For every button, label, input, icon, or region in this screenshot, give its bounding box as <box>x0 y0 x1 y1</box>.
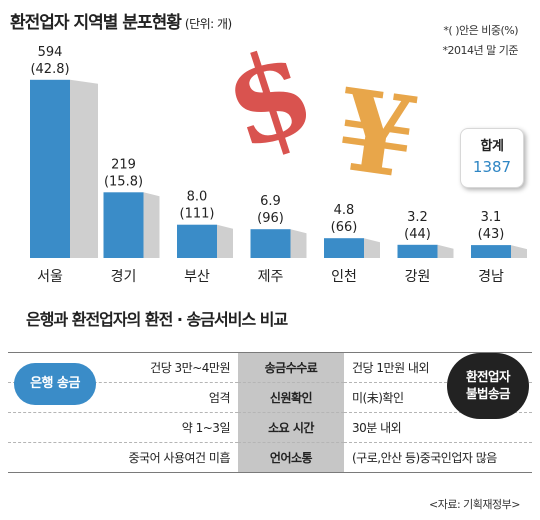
note-ratio: *( )안은 비중(%) <box>443 24 518 37</box>
item-cell: 소요 시간 <box>238 412 344 443</box>
bar-shadows <box>70 79 527 258</box>
unit-label: (단위: 개) <box>184 17 232 31</box>
paren-label: (66) <box>331 220 358 235</box>
bar-부산 <box>177 224 217 258</box>
total-label: 합계 <box>480 139 504 154</box>
item-cell: 송금수수료 <box>238 352 344 383</box>
bar-shadow <box>511 245 527 258</box>
note-date: *2014년 말 기준 <box>442 44 519 57</box>
paren-label: (15.8) <box>104 174 143 189</box>
exchanger-cell: (구로,안산 등)중국인업자 많음 <box>344 442 532 473</box>
table-row: 약 1~3일 소요 시간 30분 내외 <box>8 412 532 443</box>
bank-transfer-badge: 은행 송금 <box>14 363 96 405</box>
category-label: 제주 <box>258 269 284 285</box>
bar-제주 <box>250 229 291 258</box>
bar-shadow <box>143 192 160 258</box>
category-label: 강원 <box>405 269 431 285</box>
bank-cell: 약 1~3일 <box>8 412 238 443</box>
category-label: 경남 <box>478 269 504 285</box>
bars <box>30 79 511 258</box>
category-label: 경기 <box>111 269 137 285</box>
item-cell: 신원확인 <box>238 382 344 413</box>
value-label: 3.2 <box>407 210 428 225</box>
total-value: 1387 <box>472 158 512 176</box>
dollar-sign-icon: $ <box>208 19 329 177</box>
paren-label: (111) <box>180 207 215 222</box>
paren-label: (44) <box>404 227 431 242</box>
category-label: 서울 <box>37 269 63 285</box>
comparison-table: 건당 3만~4만원 송금수수료 건당 1만원 내외 엄격 신원확인 미(未)확인… <box>8 352 532 473</box>
bar-경기 <box>103 192 144 258</box>
illegal-badge-line2: 불법송금 <box>465 386 511 401</box>
bar-shadow <box>290 229 307 258</box>
illegal-badge-line1: 환전업자 <box>465 369 511 384</box>
bar-shadow <box>364 238 380 258</box>
paren-label: (96) <box>257 211 284 226</box>
bar-강원 <box>397 244 438 258</box>
paren-label: (42.8) <box>30 62 69 77</box>
comparison-title: 은행과 환전업자의 환전 · 송금서비스 비교 <box>26 310 288 329</box>
bar-shadow <box>217 224 233 258</box>
bar-shadow <box>437 244 454 258</box>
value-label: 6.9 <box>260 194 281 209</box>
bar-서울 <box>30 79 70 258</box>
value-label: 4.8 <box>334 203 355 218</box>
bar-경남 <box>471 245 511 258</box>
value-label: 8.0 <box>187 190 208 205</box>
illegal-transfer-badge: 환전업자 불법송금 <box>447 353 529 419</box>
category-label: 인천 <box>331 269 357 285</box>
value-label: 219 <box>111 157 136 172</box>
bar-shadow <box>70 79 98 258</box>
bar-인천 <box>324 238 364 258</box>
item-cell: 언어소통 <box>238 442 344 473</box>
paren-label: (43) <box>478 227 505 242</box>
table-row: 중국어 사용여건 미흡 언어소통 (구로,안산 등)중국인업자 많음 <box>8 442 532 473</box>
bar-labels: 594 (42.8) 서울 219 (15.8) 경기 8.0 (111) 부산 6.9 (96) 제… <box>30 45 504 285</box>
source-note: <자료: 기획재정부> <box>429 498 520 511</box>
bank-cell: 중국어 사용여건 미흡 <box>8 442 238 473</box>
yuan-sign-icon: ¥ <box>329 64 424 205</box>
value-label: 3.1 <box>481 210 502 225</box>
chart-title-text: 환전업자 지역별 분포현황 <box>10 13 182 33</box>
total-box: 합계 1387 <box>460 128 524 188</box>
currency-decoration: $ ¥ <box>208 19 424 205</box>
category-label: 부산 <box>184 269 210 285</box>
bar-chart: $ ¥ 594 (42.8) 서울 219 (15.8) 경기 8.0 (111) 부산 6.9 (… <box>30 19 527 285</box>
value-label: 594 <box>38 45 63 60</box>
chart-title: 환전업자 지역별 분포현황 (단위: 개) <box>10 8 232 33</box>
